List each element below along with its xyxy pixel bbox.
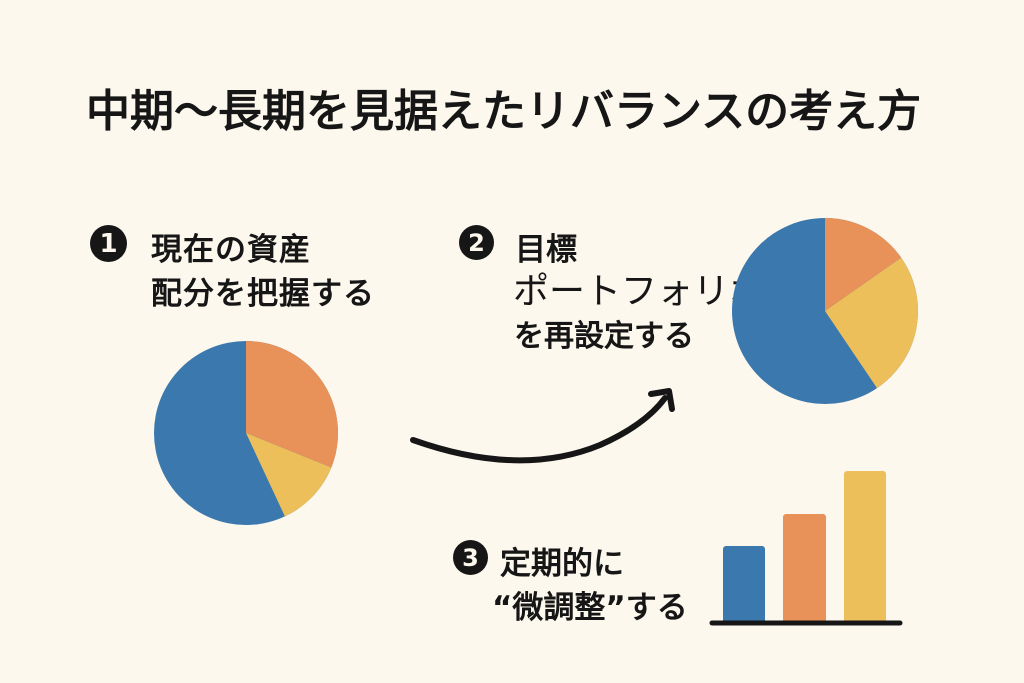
bar-blue [723,546,765,624]
pie-slice-yellow [825,257,918,389]
pie-slice-orange [246,341,339,468]
pie-slice-yellow [246,433,332,517]
step-2-line-2: ポートフォリオ [513,271,766,312]
pie-slice-orange [825,218,902,311]
step-3-line-1: 定期的に [500,546,624,582]
current-allocation-pie-chart [154,341,339,525]
rebalance-bar-chart [709,471,903,626]
step-3-number-badge: 3 [453,540,488,575]
step-2-line-1: 目標 [515,232,577,268]
step-1-number-badge: 1 [90,225,127,262]
step-2-number-badge: 2 [459,225,494,260]
step-1-line-2: 配分を把握する [151,276,375,312]
step-1-line-1: 現在の資産 [151,232,311,268]
step-2-line-3: を再設定する [514,319,694,354]
bar-yellow [844,471,886,624]
step-3-line-2: “微調整”する [492,590,688,626]
curved-arrow-icon [410,388,675,464]
bar-orange [783,514,826,624]
page-title: 中期〜長期を見据えたリバランスの考え方 [86,86,922,137]
target-portfolio-pie-chart [732,218,918,404]
